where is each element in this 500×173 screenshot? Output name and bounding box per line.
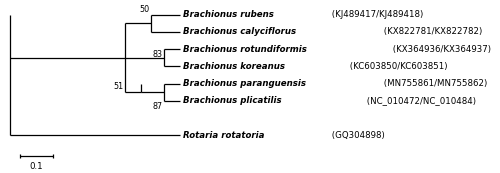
Text: Brachionus rubens: Brachionus rubens <box>182 10 274 19</box>
Text: (KC603850/KC603851): (KC603850/KC603851) <box>346 62 447 71</box>
Text: (KX822781/KX822782): (KX822781/KX822782) <box>382 27 482 36</box>
Text: (NC_010472/NC_010484): (NC_010472/NC_010484) <box>364 96 476 105</box>
Text: 87: 87 <box>152 102 162 111</box>
Text: (KJ489417/KJ489418): (KJ489417/KJ489418) <box>330 10 424 19</box>
Text: Brachionus paranguensis: Brachionus paranguensis <box>182 79 306 88</box>
Text: Brachionus plicatilis: Brachionus plicatilis <box>182 96 281 105</box>
Text: 0.1: 0.1 <box>30 162 44 171</box>
Text: (KX364936/KX364937): (KX364936/KX364937) <box>390 44 491 53</box>
Text: 51: 51 <box>113 82 124 91</box>
Text: 83: 83 <box>152 50 162 59</box>
Text: Brachionus calyciflorus: Brachionus calyciflorus <box>182 27 296 36</box>
Text: Brachionus koreanus: Brachionus koreanus <box>182 62 284 71</box>
Text: 50: 50 <box>139 5 149 14</box>
Text: Brachionus rotundiformis: Brachionus rotundiformis <box>182 44 306 53</box>
Text: (MN755861/MN755862): (MN755861/MN755862) <box>382 79 488 88</box>
Text: (GQ304898): (GQ304898) <box>330 131 385 140</box>
Text: Rotaria rotatoria: Rotaria rotatoria <box>182 131 264 140</box>
